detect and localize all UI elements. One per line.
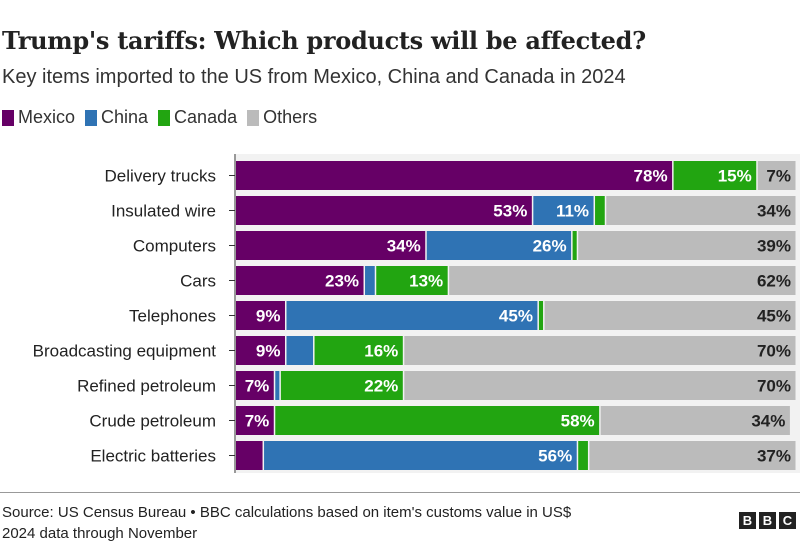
bar-segment-canada bbox=[280, 371, 403, 400]
data-label: 23% bbox=[325, 272, 359, 291]
data-label: 39% bbox=[757, 237, 791, 256]
bar-segment-mexico bbox=[236, 266, 364, 295]
bar-segment-others bbox=[404, 371, 796, 400]
data-label: 9% bbox=[256, 307, 281, 326]
data-label: 26% bbox=[533, 237, 567, 256]
category-label: Insulated wire bbox=[111, 202, 216, 221]
data-label: 78% bbox=[634, 167, 668, 186]
legend-label: Others bbox=[263, 107, 318, 127]
chart-title: Trump's tariffs: Which products will be … bbox=[2, 26, 646, 55]
data-label: 11% bbox=[556, 202, 589, 221]
bar-segment-china bbox=[426, 231, 572, 260]
data-label: 7% bbox=[245, 377, 270, 396]
data-label: 16% bbox=[364, 342, 398, 361]
legend-item-china: China bbox=[85, 107, 148, 128]
footer-source: Source: US Census Bureau • BBC calculati… bbox=[2, 502, 571, 544]
legend-swatch-mexico bbox=[2, 109, 14, 126]
data-label: 7% bbox=[766, 167, 791, 186]
bar-segment-others bbox=[606, 196, 796, 225]
data-label: 34% bbox=[387, 237, 421, 256]
chart-subtitle: Key items imported to the US from Mexico… bbox=[2, 66, 626, 88]
bar-segment-canada bbox=[538, 301, 544, 330]
bar-segment-china bbox=[365, 266, 375, 295]
data-label: 56% bbox=[538, 447, 572, 466]
data-label: 70% bbox=[757, 342, 791, 361]
data-label: 45% bbox=[499, 307, 533, 326]
bar-segment-mexico bbox=[236, 301, 285, 330]
bar-segment-mexico bbox=[236, 161, 673, 190]
bar-segment-others bbox=[600, 406, 790, 435]
data-label: 53% bbox=[493, 202, 527, 221]
data-label: 62% bbox=[757, 272, 791, 291]
footer-divider bbox=[0, 492, 800, 493]
data-label: 37% bbox=[757, 447, 791, 466]
legend: Mexico China Canada Others bbox=[2, 107, 317, 128]
legend-item-mexico: Mexico bbox=[2, 107, 75, 128]
data-label: 34% bbox=[757, 202, 791, 221]
bar-segment-china bbox=[533, 196, 594, 225]
data-label: 13% bbox=[409, 272, 443, 291]
data-label: 9% bbox=[256, 342, 281, 361]
legend-label: China bbox=[101, 107, 149, 127]
bar-segment-mexico bbox=[236, 231, 426, 260]
bar-segment-others bbox=[449, 266, 796, 295]
bar-segment-mexico bbox=[236, 196, 532, 225]
bar-segment-canada bbox=[376, 266, 448, 295]
legend-swatch-others bbox=[247, 109, 260, 126]
data-label: 58% bbox=[561, 412, 595, 431]
bar-segment-mexico bbox=[236, 336, 285, 365]
bar-segment-others bbox=[578, 231, 796, 260]
bar-segment-canada bbox=[572, 231, 577, 260]
data-label: 15% bbox=[718, 167, 752, 186]
legend-label: Mexico bbox=[18, 107, 76, 127]
data-label: 70% bbox=[757, 377, 791, 396]
source-text: Source: US Census Bureau • BBC calculati… bbox=[2, 504, 572, 521]
bar-segment-china bbox=[275, 371, 280, 400]
legend-item-others: Others bbox=[247, 107, 317, 128]
data-label: 7% bbox=[245, 412, 270, 431]
bar-segment-mexico bbox=[236, 441, 263, 470]
bar-segment-canada bbox=[314, 336, 403, 365]
bar-segment-others bbox=[544, 301, 796, 330]
bar-segment-canada bbox=[275, 406, 600, 435]
category-label: Telephones bbox=[129, 307, 216, 326]
note-text: 2024 data through November bbox=[2, 525, 198, 542]
category-label: Cars bbox=[180, 272, 216, 291]
bar-segment-others bbox=[757, 161, 796, 190]
legend-label: Canada bbox=[174, 107, 238, 127]
category-label: Computers bbox=[133, 237, 216, 256]
category-label: Electric batteries bbox=[90, 447, 216, 466]
data-label: 34% bbox=[751, 412, 785, 431]
category-label: Crude petroleum bbox=[89, 412, 216, 431]
bar-segment-canada bbox=[595, 196, 605, 225]
bar-segment-china bbox=[286, 301, 538, 330]
category-label: Delivery trucks bbox=[105, 167, 216, 186]
bar-segment-china bbox=[286, 336, 314, 365]
bar-segment-mexico bbox=[236, 406, 274, 435]
category-label: Broadcasting equipment bbox=[33, 342, 217, 361]
bar-segment-mexico bbox=[236, 371, 274, 400]
legend-swatch-canada bbox=[158, 109, 171, 126]
bar-segment-china bbox=[264, 441, 577, 470]
bar-segment-canada bbox=[578, 441, 588, 470]
category-label: Refined petroleum bbox=[77, 377, 216, 396]
bar-segment-others bbox=[589, 441, 796, 470]
bar-segment-canada bbox=[673, 161, 757, 190]
data-label: 22% bbox=[364, 377, 398, 396]
legend-item-canada: Canada bbox=[158, 107, 237, 128]
legend-swatch-china bbox=[85, 109, 98, 126]
bar-segment-others bbox=[404, 336, 796, 365]
data-label: 45% bbox=[757, 307, 791, 326]
